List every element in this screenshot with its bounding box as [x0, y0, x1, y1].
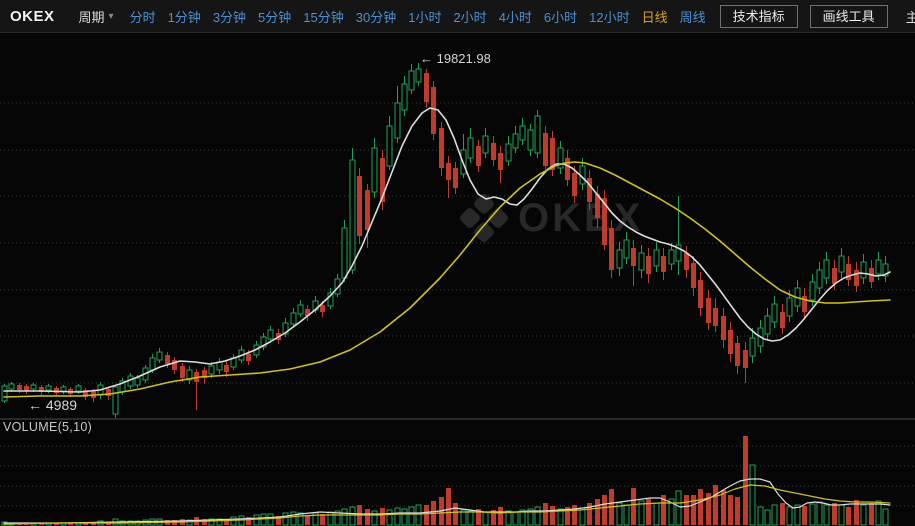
- chevron-down-icon: ▾: [108, 10, 114, 22]
- period-tab-daily[interactable]: 日线: [641, 9, 668, 25]
- period-tab-5min[interactable]: 5分钟: [258, 9, 292, 25]
- okex-logo: OKEX: [10, 7, 55, 25]
- toolbar: OKEX 周期 ▾ 分时 1分钟 3分钟 5分钟 15分钟 30分钟 1小时 2…: [0, 0, 915, 33]
- price-annotation-high: ← 19821.98: [420, 51, 491, 66]
- technical-indicators-button[interactable]: 技术指标: [719, 4, 798, 28]
- toolbar-right-group: 技术指标 画线工具 主题选择: [719, 4, 915, 28]
- period-tab-1min[interactable]: 1分钟: [167, 9, 201, 25]
- drawing-tools-button[interactable]: 画线工具: [809, 4, 888, 28]
- okex-watermark-text: OKEX: [518, 195, 644, 240]
- period-dropdown-label: 周期: [78, 9, 105, 25]
- okex-watermark: OKEX: [458, 192, 643, 244]
- volume-indicator-label: VOLUME(5,10): [3, 420, 93, 434]
- period-tab-2h[interactable]: 2小时: [453, 9, 487, 25]
- period-tab-4h[interactable]: 4小时: [498, 9, 532, 25]
- period-tabs: 分时 1分钟 3分钟 5分钟 15分钟 30分钟 1小时 2小时 4小时 6小时…: [130, 7, 706, 26]
- okex-watermark-logo: [460, 194, 508, 242]
- period-tab-30min[interactable]: 30分钟: [355, 9, 397, 25]
- period-tab-1h[interactable]: 1小时: [408, 9, 442, 25]
- price-annotation-low: ← 4989: [28, 397, 78, 413]
- period-tab-time-share[interactable]: 分时: [129, 9, 156, 25]
- theme-select-label: 主题选择: [905, 9, 915, 25]
- period-tab-weekly[interactable]: 周线: [679, 9, 706, 25]
- period-tab-15min[interactable]: 15分钟: [303, 9, 344, 25]
- period-tab-6h[interactable]: 6小时: [543, 9, 578, 25]
- period-tab-3min[interactable]: 3分钟: [212, 9, 247, 25]
- period-tab-12h[interactable]: 12小时: [589, 9, 630, 25]
- period-dropdown[interactable]: 周期 ▾: [79, 7, 114, 26]
